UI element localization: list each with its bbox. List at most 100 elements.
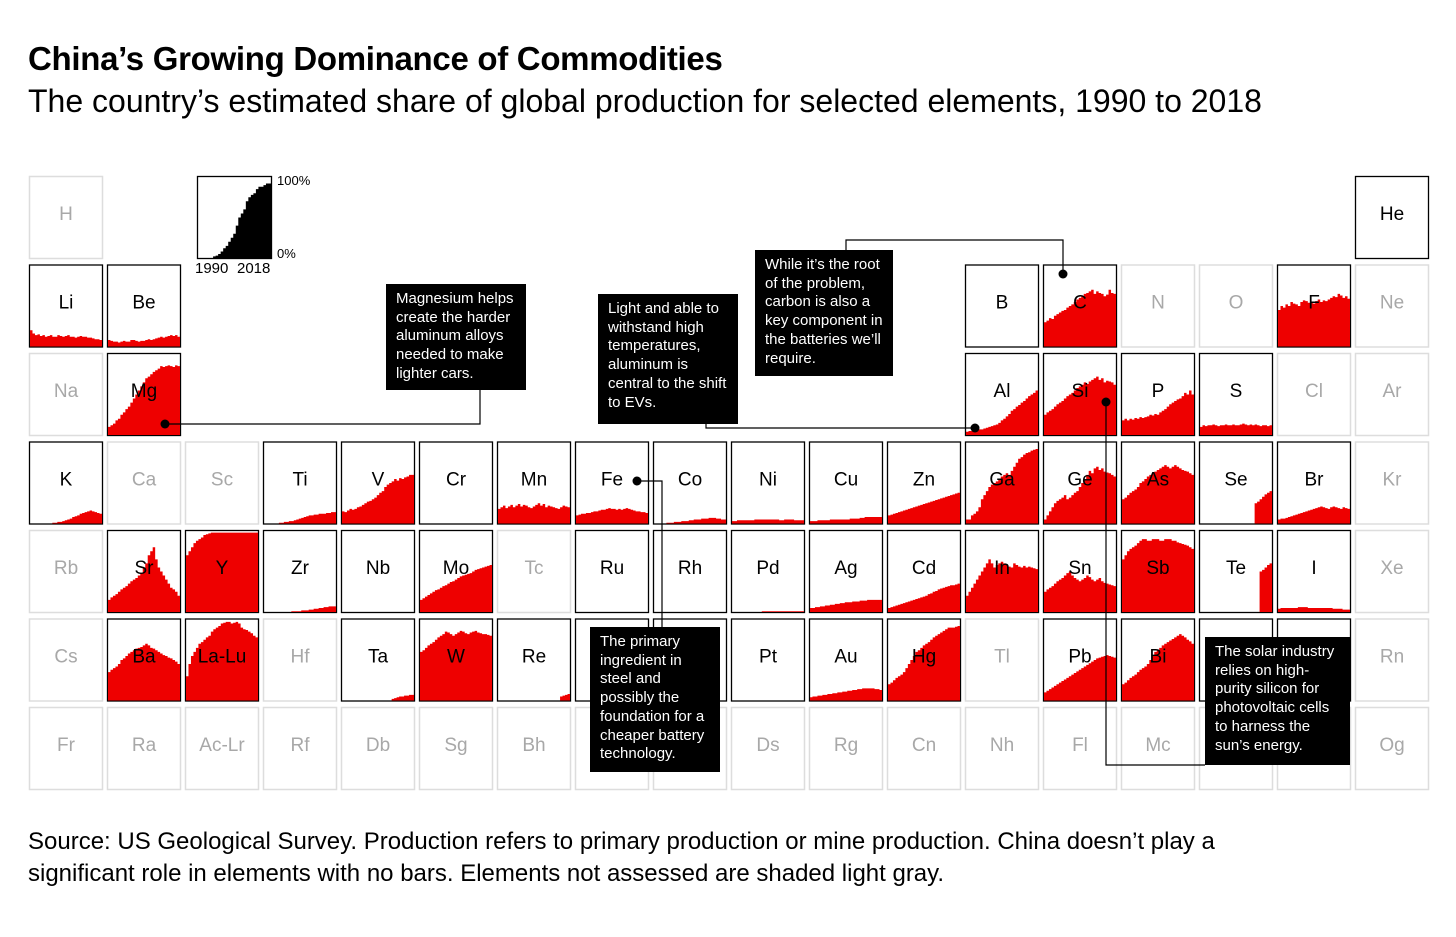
element-symbol: Sg <box>444 735 467 756</box>
element-symbol: Ta <box>368 647 389 668</box>
element-symbol: Nh <box>990 735 1014 756</box>
share-area-ga <box>966 448 1038 524</box>
cell-border <box>28 352 104 437</box>
cell-border <box>1354 618 1430 702</box>
element-cell-cs: Cs <box>28 618 104 702</box>
element-symbol: Mn <box>521 470 547 491</box>
element-cell-mo: Mo <box>418 529 494 614</box>
cell-border <box>28 618 104 702</box>
element-symbol: Pb <box>1068 647 1091 668</box>
share-area-si <box>1044 376 1116 435</box>
element-cell-al: Al <box>964 352 1040 437</box>
element-symbol: Ba <box>132 647 156 668</box>
element-cell-y: Y <box>184 529 260 614</box>
element-cell-ru: Ru <box>574 529 650 614</box>
element-symbol: Cu <box>834 470 858 491</box>
element-cell-pb: Pb <box>1042 618 1118 702</box>
element-symbol: K <box>60 470 73 491</box>
cell-border <box>28 175 104 260</box>
element-symbol: V <box>372 470 385 491</box>
legend-chart <box>196 175 273 260</box>
element-cell-bi: Bi <box>1120 618 1196 702</box>
element-symbol: Mo <box>443 558 469 579</box>
element-symbol: Cs <box>54 647 77 668</box>
element-cell-rf: Rf <box>262 706 338 791</box>
element-cell-ar: Ar <box>1354 352 1430 437</box>
source-note: Source: US Geological Survey. Production… <box>28 828 1215 887</box>
element-symbol: Ni <box>759 470 777 491</box>
legend-x-end-label: 2018 <box>237 260 270 277</box>
share-area-mn <box>498 503 570 524</box>
element-cell-pd: Pd <box>730 529 806 614</box>
element-cell-ni: Ni <box>730 441 806 525</box>
callout-connectors <box>160 239 1205 766</box>
element-symbol: Kr <box>1383 470 1403 491</box>
element-symbol: Ti <box>292 470 307 491</box>
element-symbol: C <box>1073 293 1087 314</box>
element-cell-ac-lr: Ac-Lr <box>184 706 260 791</box>
share-area-se <box>1200 491 1272 524</box>
connector-dot-aluminum <box>970 423 980 433</box>
element-symbol: I <box>1311 558 1316 579</box>
share-area-be <box>108 335 180 347</box>
element-symbol: Ge <box>1067 470 1092 491</box>
cell-border <box>1120 264 1196 348</box>
chart-title: China’s Growing Dominance of Commodities <box>28 40 723 77</box>
cell-border <box>340 529 416 614</box>
element-symbol: N <box>1151 293 1165 314</box>
element-cell-si: Si <box>1042 352 1118 437</box>
cell-border <box>574 529 650 614</box>
legend-x-start-label: 1990 <box>195 260 228 277</box>
share-area-br <box>1278 506 1350 524</box>
element-cell-o: O <box>1198 264 1274 348</box>
share-area-sr <box>108 547 180 612</box>
element-cell-hf: Hf <box>262 618 338 702</box>
element-symbol: Ra <box>132 735 157 756</box>
element-cell-ga: Ga <box>964 441 1040 525</box>
share-area-in <box>966 559 1038 612</box>
cell-border <box>106 441 182 525</box>
share-area-cu <box>810 517 882 524</box>
element-symbol: Y <box>216 558 229 579</box>
share-area-te <box>1200 563 1272 612</box>
element-symbol: Sn <box>1068 558 1091 579</box>
element-symbol: O <box>1229 293 1244 314</box>
cell-border <box>262 706 338 791</box>
cell-border <box>730 441 806 525</box>
share-area-w <box>420 630 492 701</box>
element-symbol: Sr <box>135 558 155 579</box>
cell-border <box>496 706 572 791</box>
element-symbol: Pt <box>759 647 778 668</box>
element-symbol: Cr <box>446 470 467 491</box>
share-area-ge <box>1044 466 1116 524</box>
element-symbol: Bh <box>522 735 545 756</box>
element-symbol: Al <box>994 381 1011 402</box>
callout-carbon: While it’s the root of the problem, carb… <box>755 250 893 376</box>
share-area-mg <box>108 365 180 435</box>
element-cell-hg: Hg <box>886 618 962 702</box>
element-cell-mn: Mn <box>496 441 572 525</box>
share-area-y <box>186 532 258 612</box>
cell-border <box>964 264 1040 348</box>
element-symbol: Hf <box>291 647 311 668</box>
element-symbol: Rn <box>1380 647 1404 668</box>
connector-magnesium <box>165 390 481 425</box>
share-area-mo <box>420 565 492 612</box>
element-symbol: Na <box>54 381 79 402</box>
element-cell-ds: Ds <box>730 706 806 791</box>
connector-dot-silicon <box>1101 397 1111 407</box>
element-symbol: Te <box>1226 558 1246 579</box>
share-area-sb <box>1122 539 1194 612</box>
cell-border <box>808 441 884 525</box>
element-cell-pt: Pt <box>730 618 806 702</box>
element-symbol: Fr <box>57 735 76 756</box>
share-area-ta <box>342 694 414 701</box>
element-cell-og: Og <box>1354 706 1430 791</box>
cell-border <box>808 706 884 791</box>
cell-border <box>262 441 338 525</box>
share-area-al <box>966 390 1038 435</box>
element-symbol: Ga <box>989 470 1015 491</box>
callout-iron: The primary ingredient in steel and poss… <box>590 627 720 772</box>
connector-dot-magnesium <box>160 419 170 429</box>
element-cell-ge: Ge <box>1042 441 1118 525</box>
